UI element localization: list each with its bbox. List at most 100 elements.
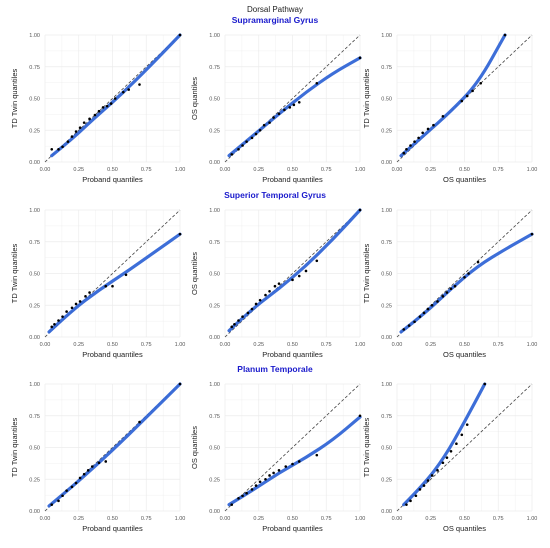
- data-point: [426, 307, 430, 311]
- data-point: [430, 474, 434, 477]
- data-point: [268, 121, 271, 124]
- panel-0-2: 0.00 0.25 0.50 0.75 1.00 0.00 0.25 0.50 0.75 1.00…: [362, 33, 537, 184]
- data-point: [436, 300, 439, 303]
- x-tick-label: 0.00: [392, 516, 403, 522]
- y-tick-label: 0.25: [29, 477, 40, 483]
- x-tick-label: 0.50: [107, 516, 118, 522]
- y-tick-label: 0.25: [381, 303, 392, 309]
- data-point: [304, 269, 308, 273]
- data-point: [291, 278, 294, 282]
- x-tick-label: 1.00: [175, 167, 186, 173]
- fitted-curve: [227, 415, 362, 507]
- data-point: [407, 324, 411, 327]
- data-point: [409, 144, 412, 147]
- reference-line: [224, 383, 361, 512]
- data-point: [413, 320, 416, 324]
- x-tick-label: 0.25: [425, 167, 436, 173]
- y-tick-label: 0.50: [381, 446, 392, 452]
- data-point: [273, 284, 277, 288]
- y-tick-label: 0.75: [209, 414, 220, 420]
- y-tick-label: 0.00: [381, 335, 392, 341]
- x-axis-label: OS quantiles: [443, 175, 486, 184]
- y-tick-label: 0.25: [381, 477, 392, 483]
- data-point: [50, 148, 54, 151]
- data-point: [241, 315, 244, 318]
- data-point: [74, 481, 78, 485]
- fitted-curve: [227, 56, 362, 158]
- x-tick-label: 0.75: [493, 342, 504, 348]
- x-tick-label: 0.75: [493, 167, 504, 173]
- data-point: [471, 89, 474, 93]
- data-point: [258, 480, 262, 484]
- fitted-curve: [399, 33, 507, 158]
- x-tick-label: 0.75: [493, 516, 504, 522]
- x-tick-label: 0.50: [287, 167, 298, 173]
- y-tick-label: 1.00: [209, 33, 220, 39]
- row-title-planum-temporale: Planum Temporale: [237, 364, 313, 374]
- data-point: [430, 303, 434, 307]
- data-point: [61, 145, 64, 149]
- data-point: [315, 81, 319, 85]
- data-point: [53, 323, 56, 326]
- y-axis-label: TD Twin quantiles: [10, 244, 19, 304]
- panel-1-2: 0.00 0.25 0.50 0.75 1.00 0.00 0.25 0.50 0.75 1.00…: [362, 208, 537, 359]
- y-tick-label: 0.00: [29, 160, 40, 166]
- panel-grid: 0.00 0.25 0.50 0.75 1.00 0.00 0.25 0.50 0.75 1.00…: [10, 33, 537, 533]
- data-point: [465, 94, 469, 98]
- data-point: [78, 300, 82, 303]
- y-tick-label: 0.75: [209, 240, 220, 246]
- data-point: [61, 315, 64, 318]
- x-tick-label: 0.25: [253, 516, 264, 522]
- data-point: [233, 323, 236, 326]
- y-tick-label: 1.00: [209, 382, 220, 388]
- y-tick-label: 0.25: [381, 128, 392, 134]
- data-point: [88, 117, 91, 121]
- y-axis-label: TD Twin quantiles: [362, 69, 371, 129]
- data-point: [230, 153, 234, 156]
- data-point: [124, 273, 128, 277]
- data-point: [138, 83, 141, 86]
- data-point: [272, 116, 275, 119]
- data-point: [254, 484, 258, 487]
- x-tick-label: 0.50: [107, 342, 118, 348]
- data-point: [101, 106, 105, 109]
- data-point: [78, 476, 82, 480]
- panel-1-1: 0.00 0.25 0.50 0.75 1.00 0.00 0.25 0.50 0.75 1.00…: [190, 208, 365, 359]
- data-point: [297, 460, 301, 463]
- y-tick-label: 1.00: [29, 33, 40, 39]
- x-tick-label: 0.25: [253, 167, 264, 173]
- panel-0-1: 0.00 0.25 0.50 0.75 1.00 0.00 0.25 0.50 0.75 1.00…: [190, 33, 365, 184]
- data-point: [409, 499, 412, 503]
- data-point: [432, 123, 435, 127]
- data-point: [449, 287, 453, 291]
- data-point: [237, 319, 240, 322]
- data-point: [414, 494, 418, 498]
- x-tick-label: 1.00: [527, 516, 538, 522]
- y-tick-label: 0.50: [209, 446, 220, 452]
- data-point: [178, 382, 182, 386]
- data-point: [74, 302, 78, 306]
- x-axis-label: Proband quantiles: [82, 350, 143, 359]
- x-tick-label: 1.00: [175, 516, 186, 522]
- data-point: [246, 311, 250, 315]
- y-tick-label: 0.75: [381, 65, 392, 71]
- data-point: [70, 306, 74, 310]
- y-axis-label: OS quantiles: [190, 426, 199, 469]
- data-point: [138, 420, 141, 424]
- y-tick-label: 0.75: [209, 65, 220, 71]
- data-point: [65, 310, 68, 313]
- data-point: [50, 503, 54, 506]
- data-point: [109, 102, 113, 105]
- data-point: [418, 315, 422, 318]
- data-point: [358, 56, 362, 60]
- x-tick-label: 0.75: [321, 342, 332, 348]
- data-point: [113, 97, 117, 100]
- y-tick-label: 0.25: [209, 303, 220, 309]
- data-point: [358, 414, 362, 418]
- data-point: [465, 423, 469, 426]
- data-point: [264, 293, 267, 297]
- x-tick-label: 1.00: [355, 167, 366, 173]
- x-tick-label: 1.00: [355, 516, 366, 522]
- data-point: [93, 113, 97, 117]
- data-point: [277, 112, 281, 116]
